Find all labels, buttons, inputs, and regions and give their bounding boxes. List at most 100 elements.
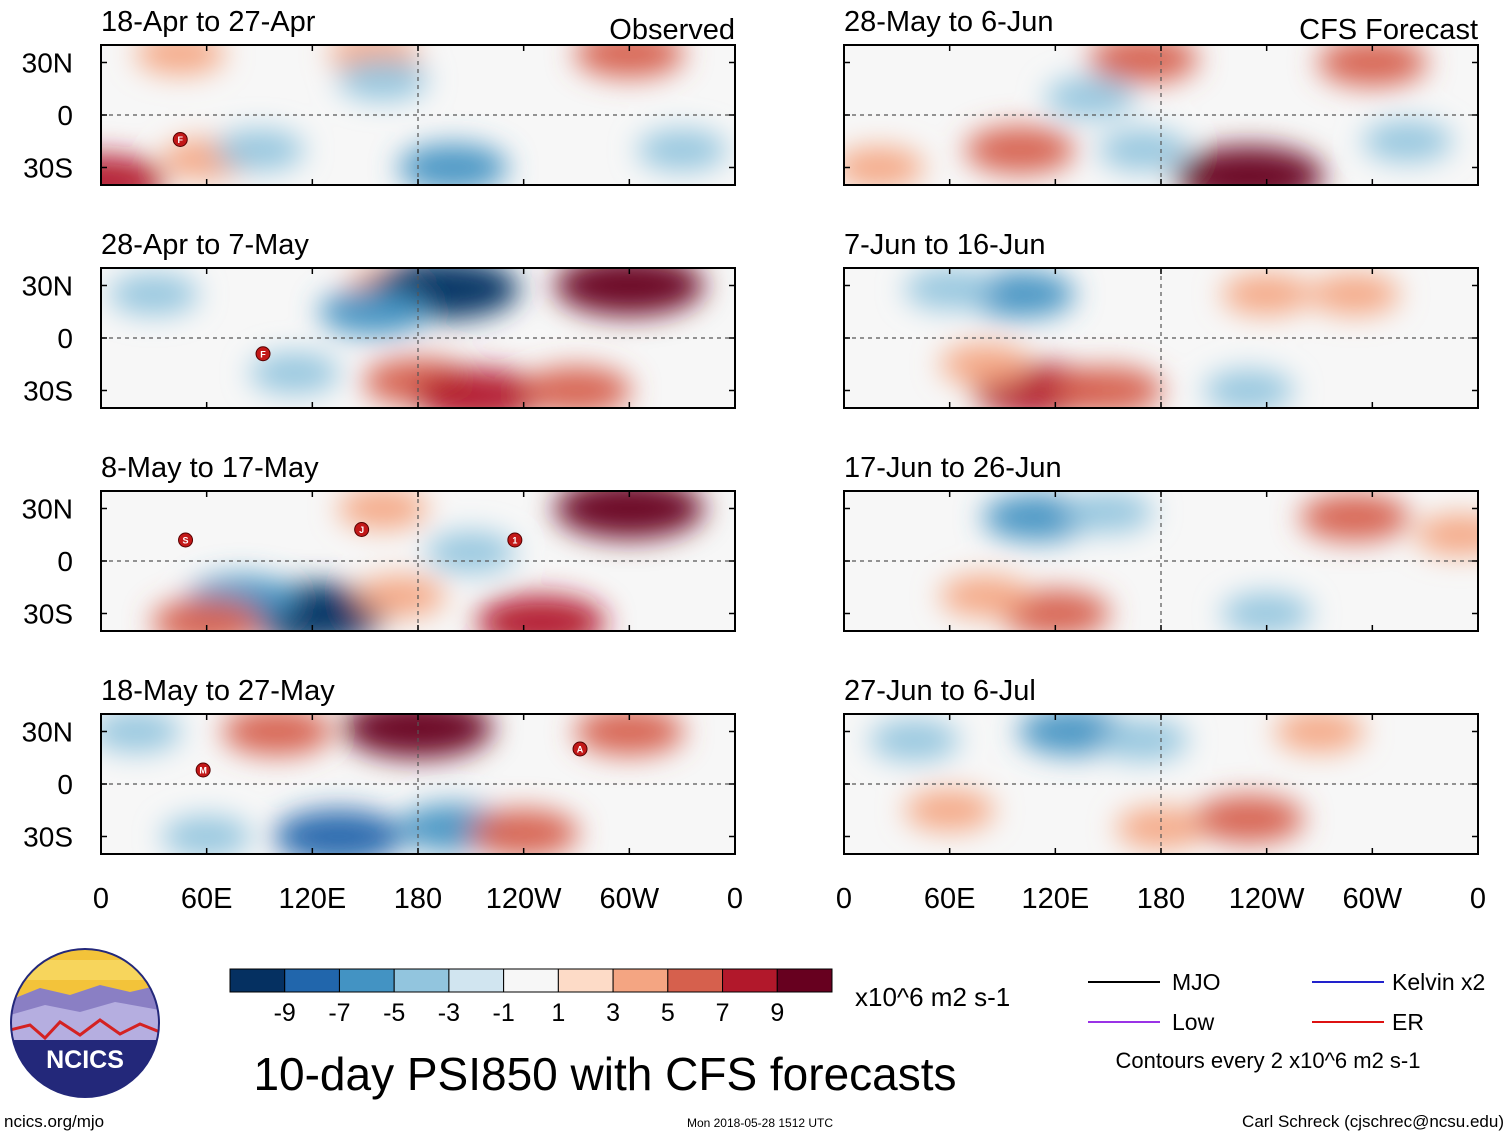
x-tick-label: 60E (181, 883, 233, 915)
colorbar: -9 -7 -5 -3 -1 1 3 5 7 9 (229, 968, 833, 1027)
anomaly-field (844, 45, 1453, 185)
x-axes: 0 60E 120E 180 120W 60W 0 0 60E 120E 180 120W 60W 0 (93, 883, 1486, 915)
anomaly-field (108, 268, 705, 408)
anomaly-field (151, 491, 705, 631)
y-tick-label: 30S (23, 599, 73, 630)
panel-title: 28-May to 6-Jun (844, 6, 1054, 38)
storm-letter-3: 1 (512, 536, 517, 546)
anomaly-mark-8 (101, 714, 182, 753)
anomaly-mark-4 (101, 154, 166, 185)
anomaly-mark-1 (965, 270, 1076, 319)
y-tick-label: 0 (57, 323, 73, 354)
x-tick-label: 180 (1137, 883, 1185, 915)
y-tick-label: 0 (57, 100, 73, 131)
storm-icon (172, 132, 188, 147)
panel-title: 18-Apr to 27-Apr (101, 6, 316, 38)
anomaly-mark-1 (982, 493, 1093, 542)
colorbar-label: 1 (551, 999, 565, 1027)
anomaly-mark-6 (414, 368, 545, 408)
y-tick-label: 30S (23, 822, 73, 853)
anomaly-mark-5 (939, 575, 1030, 617)
y-tick-label: 0 (57, 769, 73, 800)
anomaly-mark-2 (222, 714, 333, 756)
anomaly-mark-4 (1053, 366, 1164, 408)
x-tick-label: 120E (1021, 883, 1089, 915)
anomaly-field (101, 714, 685, 854)
colorbar-swatch-7 (557, 968, 614, 993)
anomaly-mark-6 (1274, 714, 1365, 753)
anomaly-field (939, 491, 1478, 631)
anomaly-mark-7 (355, 575, 446, 617)
anomaly-mark-8 (108, 273, 199, 316)
colorbar-label: -7 (328, 999, 350, 1027)
colorbar-swatch-8 (612, 968, 669, 993)
anomaly-mark-5 (844, 146, 925, 185)
legend-label-er: ER (1392, 1009, 1424, 1035)
anomaly-mark-6 (476, 595, 607, 631)
anomaly-mark-3 (574, 714, 685, 756)
panel-8: 27-Jun to 6-Jul (843, 675, 1479, 855)
x-tick-label: 120W (486, 883, 562, 915)
x-tick-label: 120E (278, 883, 346, 915)
x-tick-label: 60E (924, 883, 976, 915)
anomaly-mark-6 (1045, 76, 1136, 119)
storm-letter-1: M (199, 766, 207, 776)
x-tick-label: 0 (836, 883, 852, 915)
legend: MJO Kelvin x2 Low ER Contours every 2 x1… (1088, 969, 1485, 1073)
colorbar-label: 5 (661, 999, 675, 1027)
logo-text: NCICS (46, 1046, 124, 1074)
panel-5: 28-May to 6-Jun CFS Forecast (843, 6, 1479, 186)
contour-note: Contours every 2 x10^6 m2 s-1 (1115, 1048, 1420, 1073)
colorbar-swatch-4 (393, 968, 450, 993)
anomaly-mark-2 (1317, 45, 1428, 87)
colorbar-swatch-1 (229, 968, 286, 993)
anomaly-mark-6 (1221, 273, 1312, 316)
panel-7: 17-Jun to 26-Jun (843, 452, 1479, 632)
anomaly-mark-5 (151, 598, 262, 631)
colorbar-swatch-5 (448, 968, 505, 993)
site-link[interactable]: ncics.org/mjo (4, 1112, 104, 1131)
storm-letter-2: A (577, 745, 584, 755)
panel-title: 27-Jun to 6-Jul (844, 675, 1036, 707)
storm-letter-1: F (260, 349, 266, 359)
panel-4: M A 30N 0 30S 18-May to 27-May (22, 675, 736, 855)
x-tick-label: 60W (600, 883, 660, 915)
anomaly-mark-4 (554, 268, 705, 316)
colorbar-swatch-11 (776, 968, 833, 993)
panel-title: 7-Jun to 16-Jun (844, 229, 1046, 261)
legend-label-low: Low (1172, 1009, 1215, 1035)
x-tick-label: 60W (1343, 883, 1403, 915)
anomaly-mark-1 (554, 491, 705, 539)
anomaly-mark-7 (214, 129, 305, 171)
panel-2: F 30N 0 30S 28-Apr to 7-May (22, 229, 736, 409)
anomaly-mark-4 (1194, 795, 1305, 843)
anomaly-field (869, 714, 1365, 849)
anomaly-mark-5 (939, 343, 1030, 386)
x-tick-label: 180 (394, 883, 442, 915)
panel-title: 17-Jun to 26-Jun (844, 452, 1062, 484)
units-label: x10^6 m2 s-1 (855, 982, 1010, 1012)
panel-6: 7-Jun to 16-Jun (843, 229, 1479, 409)
y-tick-label: 30N (22, 717, 73, 748)
anomaly-mark-1 (135, 45, 226, 75)
anomaly-mark-8 (425, 531, 516, 574)
column-title: Observed (609, 14, 735, 46)
anomaly-mark-9 (637, 129, 728, 171)
colorbar-label: 7 (716, 999, 730, 1027)
anomaly-mark-7 (521, 366, 632, 408)
anomaly-mark-4 (273, 809, 404, 854)
anomaly-mark-3 (574, 45, 685, 78)
y-tick-label: 0 (57, 546, 73, 577)
colorbar-label: 9 (770, 999, 784, 1027)
colorbar-label: 3 (606, 999, 620, 1027)
anomaly-mark-7 (1415, 513, 1478, 556)
colorbar-swatch-10 (722, 968, 778, 993)
storm-icon (178, 532, 194, 548)
chart-title: 10-day PSI850 with CFS forecasts (253, 1048, 956, 1100)
timestamp: Mon 2018-05-28 1512 UTC (687, 1116, 833, 1130)
x-tick-label: 120W (1229, 883, 1305, 915)
legend-label-kelvin: Kelvin x2 (1392, 969, 1485, 995)
anomaly-mark-5 (904, 789, 995, 832)
storm-icon (507, 532, 523, 548)
